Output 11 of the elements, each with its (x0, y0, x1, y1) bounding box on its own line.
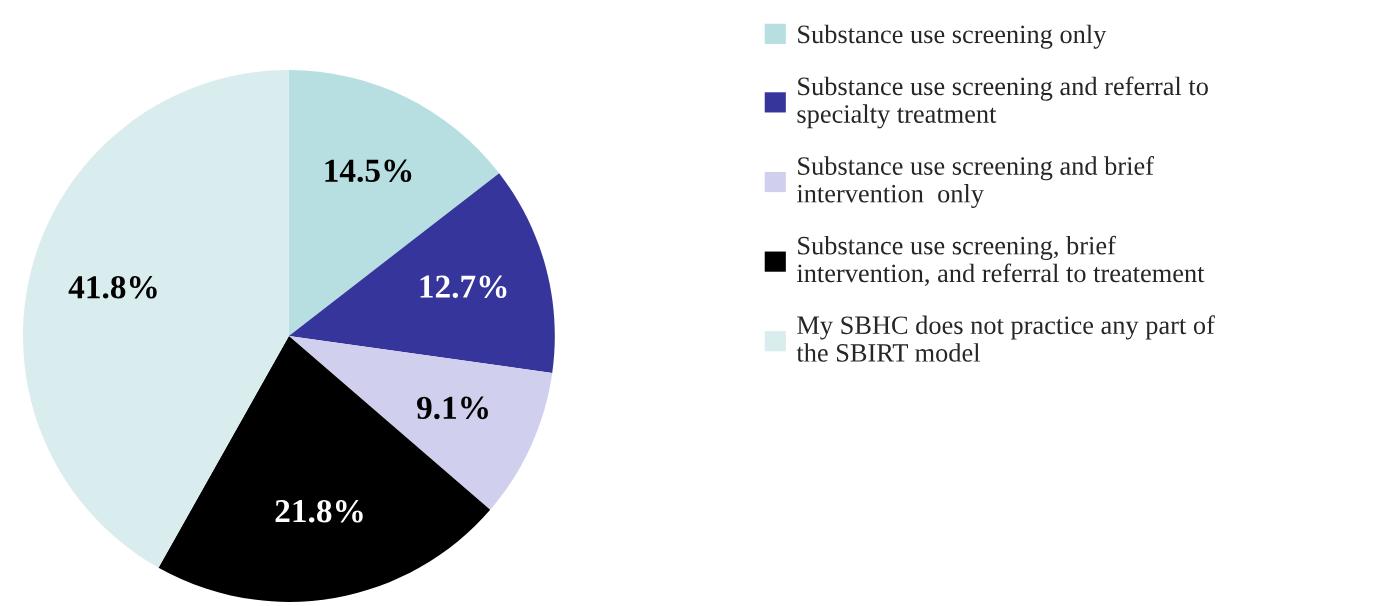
legend-label: My SBHC does not practice any part of the SBIRT model (796, 315, 1215, 362)
legend-label: Substance use screening, brief intervention, and referral to treatement (796, 235, 1205, 287)
legend-label: Substance use screening and referral to specialty treatment (797, 76, 1208, 129)
data-label: 12.7% (420, 275, 507, 299)
data-label: 14.5% (325, 159, 412, 183)
data-label: 41.8% (68, 275, 157, 299)
data-label: 21.8% (275, 499, 363, 523)
legend-label: Substance use screening only (798, 24, 1107, 49)
legend-label: Substance use screening and brief intervention only (796, 156, 1154, 209)
pie-slice (158, 335, 491, 602)
data-label: 9.1% (416, 396, 488, 420)
